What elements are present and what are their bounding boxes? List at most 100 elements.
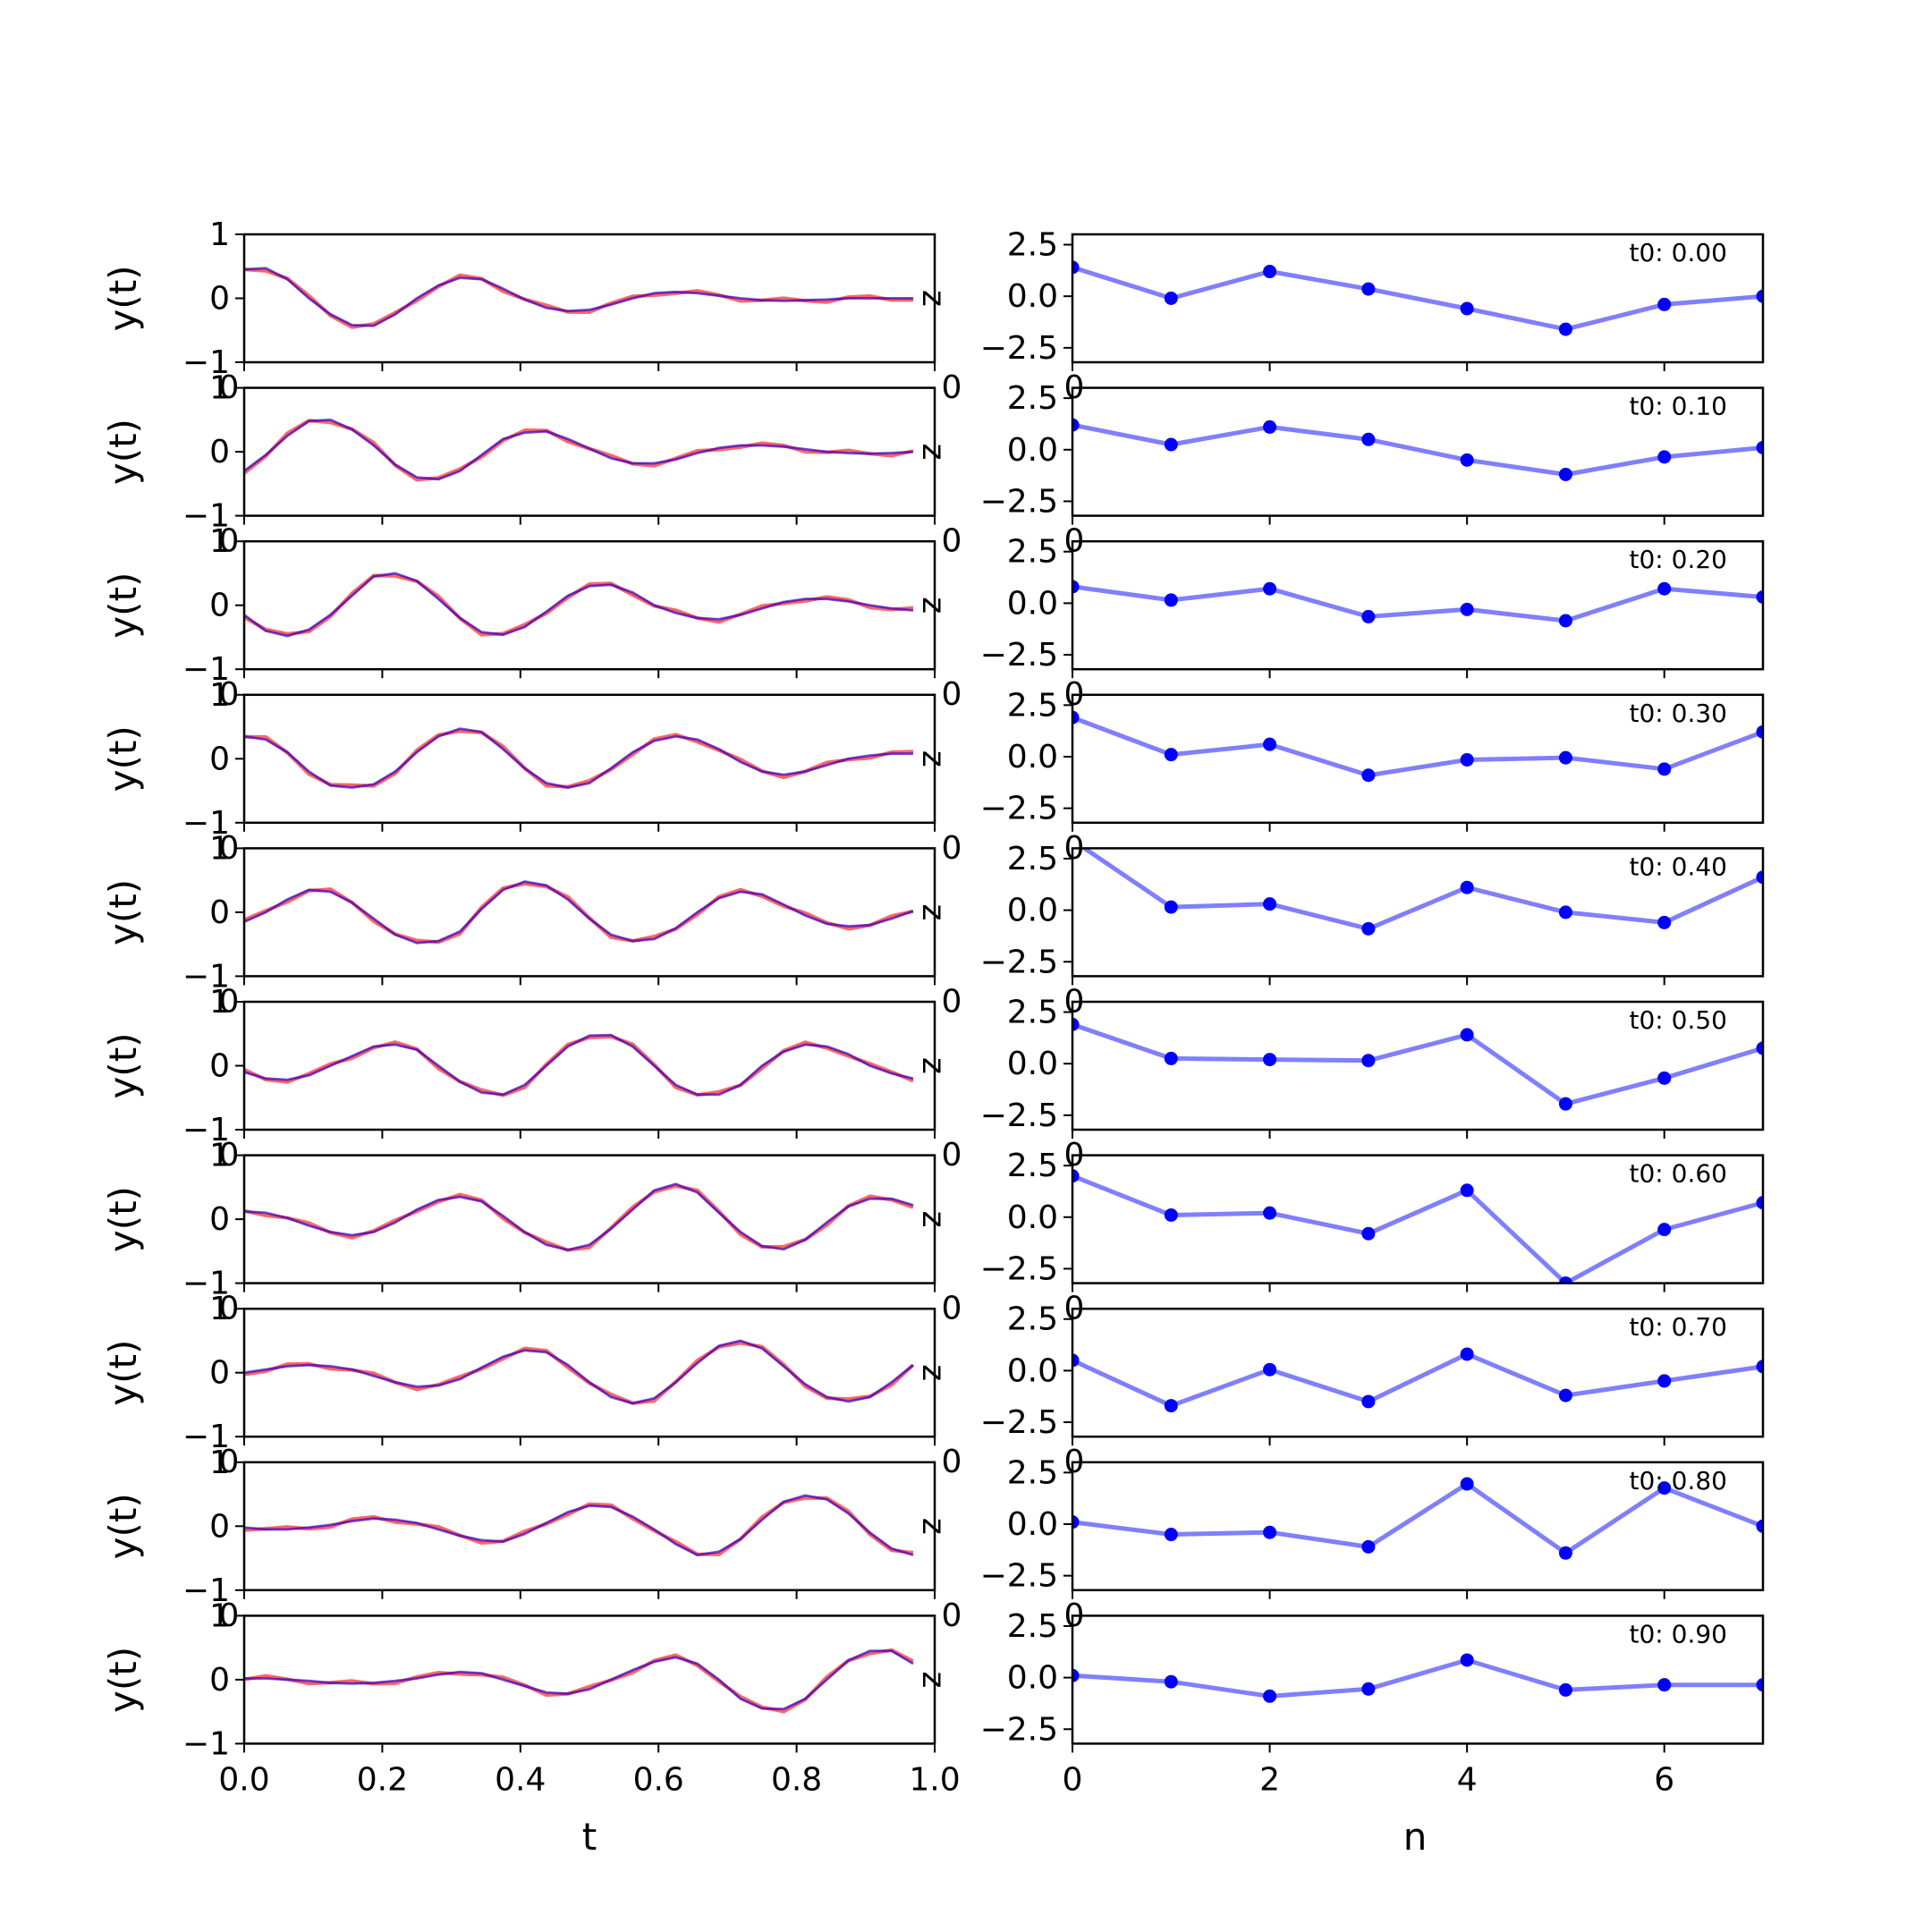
coeff-point-5-5: [1558, 1097, 1572, 1111]
signal-z-label-5: z: [915, 1057, 952, 1074]
coeff-point-8-6: [1657, 1481, 1672, 1496]
coeff-xtick-label-3: 6: [1654, 1761, 1674, 1798]
coeff-point-7-1: [1164, 1399, 1178, 1413]
signal-hidden-x-label-right-8: 0: [942, 1597, 962, 1634]
signal-panel-9: 10−10.0 0.2 0.4 0.6 0.8 1.0y(t) z: [101, 1597, 961, 1798]
coeff-line-9: [1072, 1657, 1763, 1699]
signal-xtick-label-2: 0.4: [495, 1761, 546, 1798]
signal-panel-7: 10−1y(t) z0 0: [101, 1291, 962, 1480]
coeff-point-3-7: [1756, 724, 1763, 739]
coeff-axes-frame-0: [1071, 233, 1765, 364]
signal-ytick-label-8-0: 1: [209, 1445, 230, 1481]
coeff-point-9-7: [1756, 1678, 1763, 1692]
signal-y-axis-label-7: y(t): [101, 1340, 145, 1406]
coeff-point-8-5: [1558, 1546, 1572, 1560]
signal-hidden-x-label-right-3: 0: [942, 830, 962, 867]
coeff-point-5-1: [1164, 1051, 1178, 1065]
coeff-xtick-label-1: 2: [1259, 1761, 1280, 1798]
coeff-ytick-label-4-0: 2.5: [1007, 841, 1058, 877]
coeff-ytick-label-1-2: −2.5: [980, 483, 1058, 520]
coeff-t0-label-7: t0: 0.70: [1630, 1312, 1727, 1342]
signal-xtick-label-1: 0.2: [357, 1761, 408, 1798]
coeff-point-3-3: [1361, 768, 1376, 783]
signal-ytick-label-1-1: 0: [209, 434, 230, 470]
coeff-point-9-3: [1361, 1682, 1376, 1696]
coeff-panel-6: 2.50.0−2.5t0: 0.600: [980, 1148, 1765, 1327]
coeff-point-1-3: [1361, 432, 1376, 446]
coeff-ytick-label-0-1: 0.0: [1007, 278, 1058, 315]
signal-hidden-x-label-7: 0: [219, 1444, 240, 1480]
coeff-point-2-5: [1558, 614, 1572, 628]
coeff-point-7-6: [1657, 1374, 1672, 1388]
coeff-panel-0: 2.50.0−2.5t0: 0.000: [980, 227, 1765, 406]
signal-ytick-label-9-1: 0: [209, 1662, 230, 1699]
coeff-line-6: [1072, 1174, 1763, 1284]
coeff-axes-frame-6: [1071, 1154, 1765, 1284]
signal-hidden-x-label-8: 0: [219, 1597, 240, 1634]
signal-y-axis-label-4: y(t): [101, 879, 145, 945]
signal-hidden-x-label-5: 0: [219, 1137, 240, 1174]
coeff-point-7-4: [1460, 1347, 1474, 1361]
signal-ytick-label-3-2: −1: [182, 805, 230, 842]
coeff-ytick-label-5-1: 0.0: [1007, 1046, 1058, 1082]
coeff-point-1-0: [1072, 418, 1080, 432]
coeff-ytick-label-6-2: −2.5: [980, 1250, 1058, 1287]
coeff-point-7-7: [1756, 1360, 1763, 1374]
coeff-ytick-label-8-0: 2.5: [1007, 1454, 1058, 1491]
coeff-panel-4: 2.50.0−2.5t0: 0.400: [980, 841, 1765, 1020]
signal-panel-5: 10−1y(t) z0 0: [101, 984, 962, 1174]
coeff-point-4-6: [1657, 915, 1672, 929]
signal-y-axis-label-5: y(t): [101, 1032, 145, 1098]
signal-ytick-label-3-0: 1: [209, 677, 230, 714]
coeff-axes-frame-7: [1071, 1307, 1765, 1438]
coeff-point-9-1: [1164, 1674, 1178, 1689]
signal-panel-4: 10−1y(t) z0 0: [101, 830, 962, 1020]
signal-panel-0: 10−1y(t) z0 0: [101, 216, 962, 406]
signal-panel-8: 10−1y(t) z0 0: [101, 1445, 962, 1634]
coeff-line-2: [1072, 584, 1763, 623]
coeff-point-2-6: [1657, 581, 1672, 596]
coeff-point-6-6: [1657, 1223, 1672, 1237]
signal-z-label-0: z: [915, 290, 952, 307]
coeff-t0-label-9: t0: 0.90: [1630, 1619, 1727, 1648]
signal-ytick-label-8-2: −1: [182, 1572, 230, 1609]
left-x-axis-label: t: [582, 1815, 597, 1859]
signal-hidden-x-label-3: 0: [219, 830, 240, 867]
coeff-line-8: [1072, 1481, 1763, 1555]
signal-panel-3: 10−1y(t) z0 0: [101, 677, 962, 867]
coeff-point-2-0: [1072, 580, 1080, 594]
coeff-point-4-1: [1164, 900, 1178, 914]
coeff-point-5-4: [1460, 1028, 1474, 1042]
signal-xtick-label-4: 0.8: [771, 1761, 822, 1798]
coeff-point-3-2: [1263, 737, 1277, 751]
coeff-point-5-6: [1657, 1071, 1672, 1085]
coeff-point-6-2: [1263, 1206, 1277, 1220]
signal-ytick-label-7-1: 0: [209, 1355, 230, 1392]
coeff-axes-frame-9: [1071, 1614, 1765, 1745]
signal-ytick-label-4-1: 0: [209, 894, 230, 931]
coeff-point-8-7: [1756, 1519, 1763, 1533]
coeff-point-9-4: [1460, 1653, 1474, 1667]
coeff-axes-frame-3: [1071, 693, 1765, 825]
coeff-axes-frame-4: [1071, 847, 1765, 978]
signal-hidden-x-label-right-7: 0: [942, 1444, 962, 1480]
signal-overlap-line-5: [244, 1034, 914, 1096]
coeff-point-5-2: [1263, 1053, 1277, 1067]
coeff-point-2-1: [1164, 593, 1178, 607]
signal-overlap-line-3: [244, 727, 913, 789]
coeff-panel-1: 2.50.0−2.5t0: 0.100: [980, 380, 1765, 560]
coeff-point-3-4: [1460, 752, 1474, 767]
signal-ytick-label-5-2: −1: [182, 1112, 230, 1148]
coeff-t0-label-4: t0: 0.40: [1630, 852, 1727, 881]
signal-ytick-label-5-0: 1: [209, 984, 230, 1021]
coeff-point-1-5: [1558, 467, 1572, 481]
signal-ytick-label-6-2: −1: [182, 1266, 230, 1302]
coeff-point-5-7: [1756, 1041, 1763, 1055]
signal-xtick-label-3: 0.6: [633, 1761, 684, 1798]
coeff-point-8-1: [1164, 1528, 1178, 1542]
coeff-point-0-0: [1072, 260, 1080, 275]
coeff-line-4: [1080, 848, 1763, 931]
coeff-ytick-label-8-2: −2.5: [980, 1558, 1058, 1595]
signal-hidden-x-label-right-4: 0: [942, 983, 962, 1020]
signal-ytick-label-1-0: 1: [209, 370, 230, 407]
